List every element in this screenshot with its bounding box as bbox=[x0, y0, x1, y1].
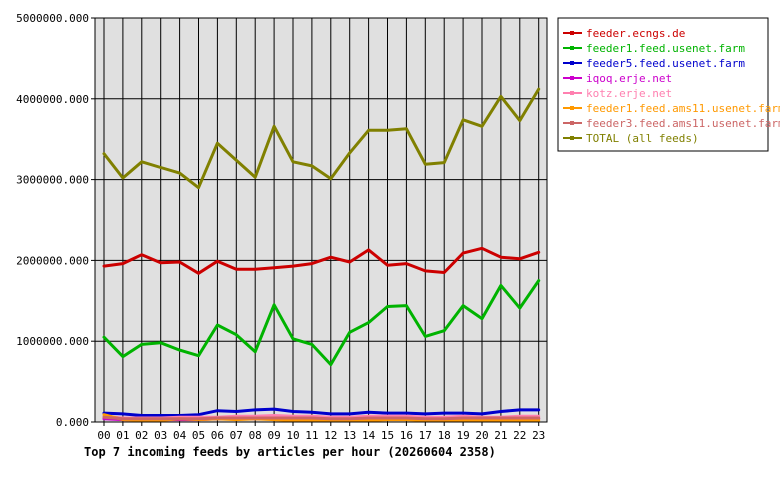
x-tick-label: 13 bbox=[343, 429, 356, 442]
legend-marker bbox=[570, 106, 574, 110]
legend-marker bbox=[570, 121, 574, 125]
series-line-0 bbox=[102, 246, 541, 275]
legend-label: feeder.ecngs.de bbox=[586, 27, 685, 40]
legend-label: kotz.erje.net bbox=[586, 87, 672, 100]
x-tick-label: 19 bbox=[456, 429, 469, 442]
legend-label: TOTAL (all feeds) bbox=[586, 132, 699, 145]
x-tick-label: 08 bbox=[249, 429, 262, 442]
x-axis: 00 01 02 03 04 05 06 07 08 09 10 11 12 13 14 15 16 17 18 19… bbox=[97, 422, 545, 442]
legend-marker bbox=[570, 31, 574, 35]
legend-marker bbox=[570, 76, 574, 80]
x-tick-label: 04 bbox=[173, 429, 187, 442]
chart-title: Top 7 incoming feeds by articles per hou… bbox=[84, 445, 496, 459]
x-tick-label: 16 bbox=[400, 429, 413, 442]
x-tick-label: 10 bbox=[286, 429, 299, 442]
x-tick-label: 17 bbox=[419, 429, 432, 442]
legend: feeder.ecngs.de feeder1.feed.usenet.farm f… bbox=[557, 17, 780, 152]
legend-box bbox=[557, 17, 769, 152]
x-tick-label: 03 bbox=[154, 429, 167, 442]
legend-marker bbox=[570, 136, 574, 140]
x-tick-label: 20 bbox=[475, 429, 488, 442]
x-tick-label: 23 bbox=[532, 429, 545, 442]
y-axis: 0.000 1000000.000 2000000.000 3000000.000 40… bbox=[16, 12, 95, 429]
legend-label: feeder3.feed.ams11.usenet.farm bbox=[586, 117, 780, 130]
x-tick-label: 01 bbox=[116, 429, 129, 442]
x-tick-label: 09 bbox=[267, 429, 280, 442]
series-lines bbox=[102, 87, 541, 422]
x-tick-label: 18 bbox=[438, 429, 451, 442]
series-line-2 bbox=[102, 407, 541, 417]
x-tick-label: 15 bbox=[381, 429, 394, 442]
x-tick-label: 14 bbox=[362, 429, 376, 442]
y-tick-label: 3000000.000 bbox=[16, 174, 89, 187]
plot-border bbox=[94, 17, 548, 423]
x-tick-label: 05 bbox=[192, 429, 205, 442]
x-tick-label: 06 bbox=[211, 429, 224, 442]
x-tick-label: 21 bbox=[494, 429, 507, 442]
legend-label: feeder1.feed.usenet.farm bbox=[586, 42, 745, 55]
y-tick-label: 2000000.000 bbox=[16, 254, 89, 267]
series-line-1 bbox=[102, 279, 541, 367]
legend-marker bbox=[570, 46, 574, 50]
x-tick-label: 22 bbox=[513, 429, 526, 442]
y-tick-label: 5000000.000 bbox=[16, 12, 89, 25]
legend-label: iqoq.erje.net bbox=[586, 72, 672, 85]
series-line-6 bbox=[102, 415, 541, 421]
legend-marker bbox=[570, 91, 574, 95]
y-tick-label: 0.000 bbox=[56, 416, 89, 429]
x-tick-label: 02 bbox=[135, 429, 148, 442]
legend-label: feeder5.feed.usenet.farm bbox=[586, 57, 745, 70]
x-tick-label: 07 bbox=[230, 429, 243, 442]
legend-label: feeder1.feed.ams11.usenet.farm bbox=[586, 102, 780, 115]
plot-area bbox=[95, 18, 547, 422]
x-tick-label: 00 bbox=[97, 429, 110, 442]
x-tick-label: 12 bbox=[324, 429, 337, 442]
legend-marker bbox=[570, 61, 574, 65]
x-tick-label: 11 bbox=[305, 429, 318, 442]
y-tick-label: 1000000.000 bbox=[16, 335, 89, 348]
y-tick-label: 4000000.000 bbox=[16, 93, 89, 106]
series-line-7 bbox=[102, 87, 541, 190]
